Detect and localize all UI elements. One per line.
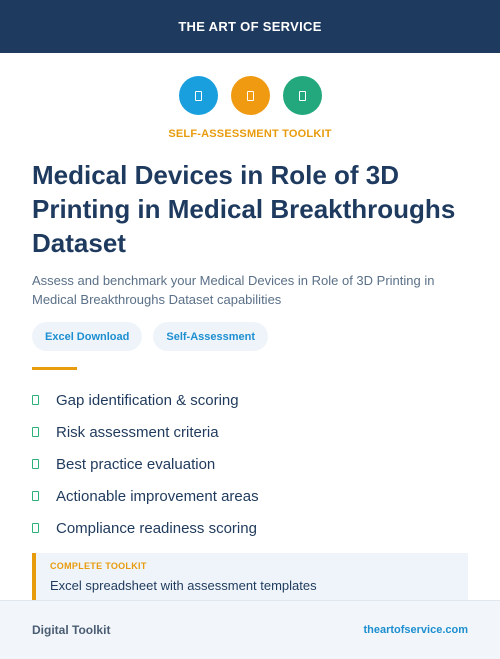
callout-text: Excel spreadsheet with assessment templa… (50, 578, 317, 593)
tag-list: Excel Download Self-Assessment (32, 322, 269, 351)
feature-item: Actionable improvement areas (32, 480, 472, 512)
check-icon (32, 523, 39, 533)
kicker-label: SELF-ASSESSMENT TOOLKIT (168, 128, 332, 140)
header-bar: THE ART OF SERVICE (0, 0, 500, 53)
document-icon (230, 76, 270, 115)
feature-text: Compliance readiness scoring (56, 519, 257, 537)
check-icon (32, 491, 39, 501)
check-icon (32, 427, 39, 437)
feature-item: Compliance readiness scoring (32, 512, 472, 544)
footer: Digital Toolkit theartofservice.com (0, 600, 500, 659)
icon-row (0, 76, 500, 115)
accent-divider (32, 367, 77, 370)
page-title: Medical Devices in Role of 3D Printing i… (32, 160, 456, 258)
feature-item: Gap identification & scoring (32, 384, 472, 416)
tag-self-assessment: Self-Assessment (153, 322, 269, 351)
feature-text: Actionable improvement areas (56, 487, 259, 505)
page-subtitle: Assess and benchmark your Medical Device… (32, 273, 435, 307)
document-icon (282, 76, 322, 115)
feature-item: Risk assessment criteria (32, 416, 472, 448)
brand-name: THE ART OF SERVICE (178, 19, 322, 34)
feature-list: Gap identification & scoring Risk assess… (32, 384, 472, 544)
feature-item: Best practice evaluation (32, 448, 472, 480)
feature-text: Best practice evaluation (56, 455, 216, 473)
feature-text: Risk assessment criteria (56, 423, 219, 441)
website-link[interactable]: theartofservice.com (363, 624, 468, 636)
document-icon (178, 76, 218, 115)
tag-excel-download: Excel Download (32, 322, 143, 351)
check-icon (32, 459, 39, 469)
toolkit-callout: COMPLETE TOOLKIT Excel spreadsheet with … (32, 553, 468, 600)
feature-text: Gap identification & scoring (56, 391, 239, 409)
footer-label: Digital Toolkit (32, 623, 111, 637)
check-icon (32, 395, 39, 405)
callout-label: COMPLETE TOOLKIT (50, 561, 147, 571)
